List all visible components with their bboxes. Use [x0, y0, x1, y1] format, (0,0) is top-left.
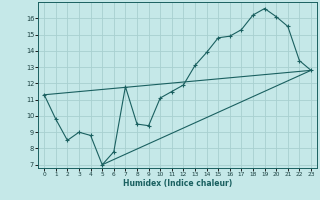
X-axis label: Humidex (Indice chaleur): Humidex (Indice chaleur) — [123, 179, 232, 188]
